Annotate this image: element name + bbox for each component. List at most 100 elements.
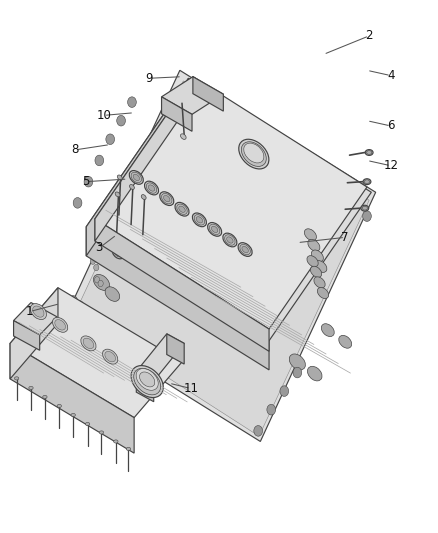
Ellipse shape xyxy=(163,196,170,202)
Ellipse shape xyxy=(98,280,103,287)
Text: 3: 3 xyxy=(95,241,103,254)
Ellipse shape xyxy=(225,235,235,245)
Text: 12: 12 xyxy=(383,159,399,172)
Text: 11: 11 xyxy=(183,382,198,395)
Ellipse shape xyxy=(33,306,44,317)
Ellipse shape xyxy=(83,338,94,349)
Ellipse shape xyxy=(73,198,82,208)
Ellipse shape xyxy=(241,142,266,166)
Ellipse shape xyxy=(280,386,289,397)
Ellipse shape xyxy=(113,248,124,259)
Ellipse shape xyxy=(254,425,262,436)
Ellipse shape xyxy=(105,351,116,362)
Polygon shape xyxy=(95,219,269,351)
Ellipse shape xyxy=(53,317,68,332)
Ellipse shape xyxy=(227,237,233,243)
Ellipse shape xyxy=(339,335,352,348)
Polygon shape xyxy=(193,77,223,111)
Text: 9: 9 xyxy=(145,72,153,85)
Ellipse shape xyxy=(136,369,158,390)
Text: 1: 1 xyxy=(26,305,33,318)
Ellipse shape xyxy=(175,203,189,216)
Ellipse shape xyxy=(133,174,140,181)
Ellipse shape xyxy=(130,184,134,189)
Text: 10: 10 xyxy=(96,109,111,122)
Ellipse shape xyxy=(184,240,227,282)
Ellipse shape xyxy=(363,211,371,221)
Polygon shape xyxy=(10,288,182,418)
Ellipse shape xyxy=(239,139,269,169)
Ellipse shape xyxy=(311,266,321,277)
Ellipse shape xyxy=(365,150,373,156)
Ellipse shape xyxy=(242,246,248,253)
Ellipse shape xyxy=(238,243,252,256)
Ellipse shape xyxy=(114,249,122,257)
Ellipse shape xyxy=(57,405,61,408)
Ellipse shape xyxy=(105,287,120,301)
Ellipse shape xyxy=(307,366,322,381)
Ellipse shape xyxy=(84,176,93,187)
Ellipse shape xyxy=(129,171,143,184)
Ellipse shape xyxy=(307,256,318,266)
Ellipse shape xyxy=(209,224,220,235)
Ellipse shape xyxy=(304,229,316,240)
Ellipse shape xyxy=(162,193,172,204)
Ellipse shape xyxy=(148,185,155,191)
Ellipse shape xyxy=(85,422,90,425)
Ellipse shape xyxy=(308,239,320,251)
Ellipse shape xyxy=(196,217,203,223)
Ellipse shape xyxy=(29,386,33,390)
Ellipse shape xyxy=(69,296,78,306)
Ellipse shape xyxy=(208,222,222,236)
Ellipse shape xyxy=(240,244,251,255)
Ellipse shape xyxy=(90,258,95,264)
Polygon shape xyxy=(14,320,40,350)
Text: 8: 8 xyxy=(72,143,79,156)
Ellipse shape xyxy=(223,233,237,247)
Polygon shape xyxy=(10,343,134,453)
Text: 5: 5 xyxy=(83,175,90,188)
Ellipse shape xyxy=(95,155,104,166)
Ellipse shape xyxy=(311,250,323,262)
Ellipse shape xyxy=(134,368,161,395)
Ellipse shape xyxy=(106,134,115,144)
Ellipse shape xyxy=(192,213,206,227)
Ellipse shape xyxy=(99,431,104,434)
Ellipse shape xyxy=(179,206,185,212)
Polygon shape xyxy=(64,70,376,441)
Ellipse shape xyxy=(140,372,155,387)
Ellipse shape xyxy=(117,175,122,180)
Ellipse shape xyxy=(134,198,187,250)
Ellipse shape xyxy=(244,143,264,163)
Ellipse shape xyxy=(230,279,269,318)
Ellipse shape xyxy=(354,198,363,208)
Polygon shape xyxy=(162,97,192,131)
Ellipse shape xyxy=(267,405,276,415)
Ellipse shape xyxy=(30,304,46,320)
Polygon shape xyxy=(162,77,223,114)
Ellipse shape xyxy=(315,261,327,272)
Ellipse shape xyxy=(146,183,157,193)
Polygon shape xyxy=(136,372,154,402)
Ellipse shape xyxy=(293,367,302,378)
Polygon shape xyxy=(14,303,57,335)
Text: 2: 2 xyxy=(365,29,373,42)
Ellipse shape xyxy=(321,324,334,336)
Text: 7: 7 xyxy=(342,231,349,244)
Ellipse shape xyxy=(93,274,110,290)
Ellipse shape xyxy=(126,447,131,450)
Ellipse shape xyxy=(43,395,47,399)
Polygon shape xyxy=(73,81,369,436)
Ellipse shape xyxy=(131,366,163,398)
Ellipse shape xyxy=(289,354,305,370)
Ellipse shape xyxy=(212,227,218,232)
Polygon shape xyxy=(10,288,58,379)
Ellipse shape xyxy=(180,235,232,287)
Ellipse shape xyxy=(102,349,118,364)
Polygon shape xyxy=(136,334,184,381)
Polygon shape xyxy=(95,77,367,329)
Ellipse shape xyxy=(117,115,125,126)
Ellipse shape xyxy=(194,215,205,225)
Ellipse shape xyxy=(160,192,174,206)
Ellipse shape xyxy=(318,287,328,298)
